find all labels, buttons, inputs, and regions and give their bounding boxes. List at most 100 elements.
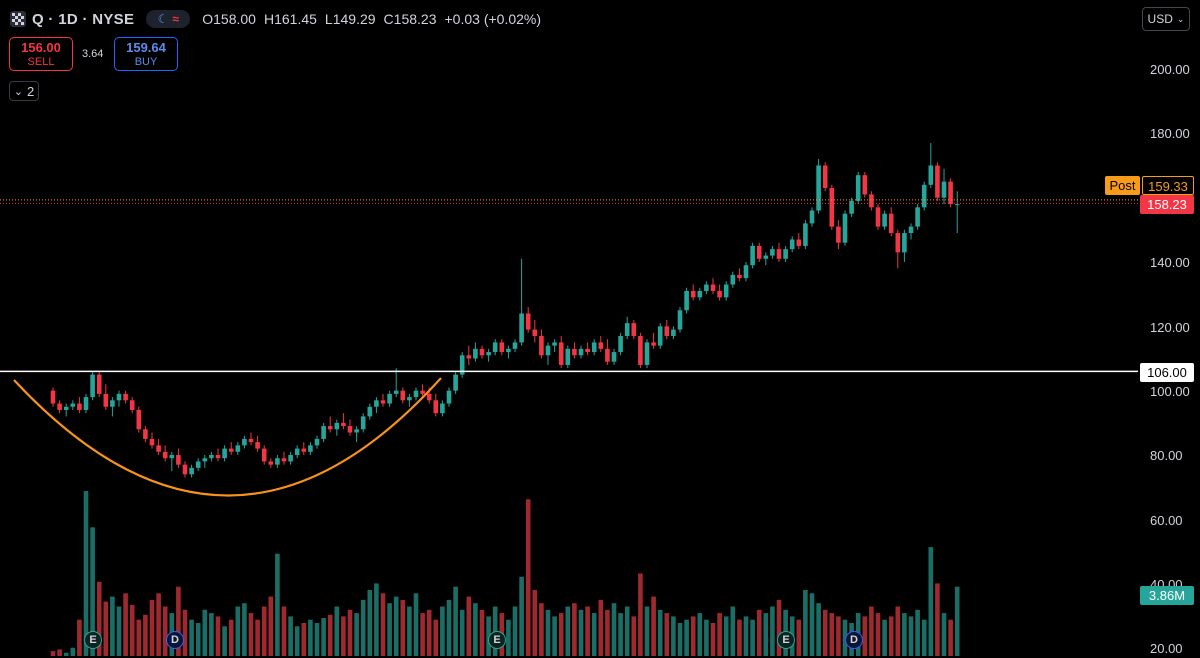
horizontal-line-price-tag[interactable]: 106.00 [1140, 363, 1194, 382]
currency-selector[interactable]: USD ⌄ [1142, 7, 1190, 31]
candle-body [255, 442, 260, 449]
volume-bar [664, 613, 670, 656]
volume-bar [123, 593, 128, 656]
price-axis-tick: 20.00 [1150, 641, 1183, 656]
volume-bar [908, 616, 914, 656]
candle-body [103, 393, 109, 407]
earnings-event-icon[interactable]: E [84, 631, 102, 649]
high-value: H161.45 [263, 11, 317, 27]
candle-body [407, 397, 412, 401]
candle-body [915, 207, 920, 227]
volume-bar [948, 619, 953, 656]
candle-body [756, 245, 762, 259]
candle-body [796, 239, 802, 246]
volume-bar [327, 614, 333, 656]
volume-bar [591, 613, 597, 656]
volume-bar [242, 603, 247, 656]
candle-body [882, 213, 887, 227]
volume-bar [268, 596, 274, 656]
volume-bar [512, 606, 518, 656]
candle-body [895, 233, 901, 253]
sell-button[interactable]: 156.00 SELL [9, 37, 73, 71]
volume-bar [162, 606, 168, 656]
volume-bar [578, 609, 584, 656]
candle-body [737, 274, 742, 279]
candle-body [532, 329, 538, 336]
volume-bar [50, 651, 56, 656]
candle-body [195, 461, 201, 468]
volume-bar [935, 583, 940, 656]
candle-body [585, 348, 590, 353]
candle-body [347, 426, 353, 433]
volume-bar [182, 609, 188, 656]
candle-body [202, 458, 208, 462]
volume-bar [222, 626, 227, 656]
symbol-title[interactable]: Q · 1D · NYSE [32, 10, 135, 28]
candle-body [902, 233, 907, 253]
candle-body [281, 458, 287, 462]
buy-button[interactable]: 159.64 BUY [114, 37, 178, 71]
volume-bar [288, 616, 293, 656]
candle-body [638, 335, 643, 365]
candle-body [341, 422, 346, 427]
indicator-count: 2 [26, 83, 35, 99]
candle-body [921, 184, 927, 208]
spread-value: 3.64 [82, 48, 104, 60]
dividend-event-icon[interactable]: D [166, 631, 184, 649]
volume-bar [677, 623, 683, 656]
earnings-event-icon[interactable]: E [777, 631, 795, 649]
volume-bar [941, 613, 947, 656]
volume-bar [202, 609, 208, 656]
candle-body [169, 455, 175, 459]
candle-body [671, 329, 676, 336]
candle-body [842, 213, 848, 243]
volume-bar [281, 606, 287, 656]
volume-bars [50, 491, 960, 656]
ohlc-values: O158.00 H161.45 L149.29 C158.23 +0.03 (+… [202, 11, 541, 27]
candle-body [539, 335, 544, 356]
moon-icon: ☾ [157, 12, 169, 26]
candle-body [479, 348, 485, 356]
candle-body [143, 429, 148, 439]
earnings-event-icon[interactable]: E [488, 631, 506, 649]
candle-body [387, 393, 392, 404]
volume-bar [651, 596, 656, 656]
candle-body [420, 390, 425, 394]
candle-body [189, 467, 194, 475]
indicators-toggle-button[interactable]: ⌄ 2 [9, 81, 39, 101]
candle-body [426, 393, 432, 401]
volume-bar [228, 619, 234, 656]
candle-body [948, 181, 953, 205]
candle-body [182, 464, 188, 475]
volume-bar [96, 581, 102, 656]
volume-bar [915, 609, 920, 656]
volume-bar [83, 491, 89, 656]
volume-bar [413, 593, 419, 656]
volume-bar [723, 616, 729, 656]
candle-body [783, 249, 788, 259]
volume-bar [928, 547, 934, 656]
volume-bar [294, 626, 300, 656]
volume-bar [116, 606, 122, 656]
volume-bar [624, 606, 630, 656]
last-price-tag: 158.23 [1140, 195, 1194, 214]
volume-bar [697, 613, 703, 656]
candle-body [710, 284, 716, 291]
dividend-event-icon[interactable]: D [845, 631, 863, 649]
candle-body [308, 445, 313, 452]
cup-pattern-curve[interactable] [13, 377, 442, 497]
session-status-pill[interactable]: ☾ ≈ [146, 10, 191, 28]
volume-bar [393, 596, 399, 656]
price-axis-tick: 140.00 [1150, 255, 1190, 270]
volume-bar [367, 590, 373, 656]
volume-bar [420, 613, 425, 656]
candle-body [90, 374, 95, 398]
volume-value-tag: 3.86M [1140, 586, 1194, 605]
candle-body [690, 290, 696, 298]
volume-bar [446, 599, 452, 656]
candle-body [657, 326, 663, 346]
volume-bar [730, 606, 736, 656]
candle-body [908, 226, 914, 234]
volume-bar [275, 553, 280, 656]
